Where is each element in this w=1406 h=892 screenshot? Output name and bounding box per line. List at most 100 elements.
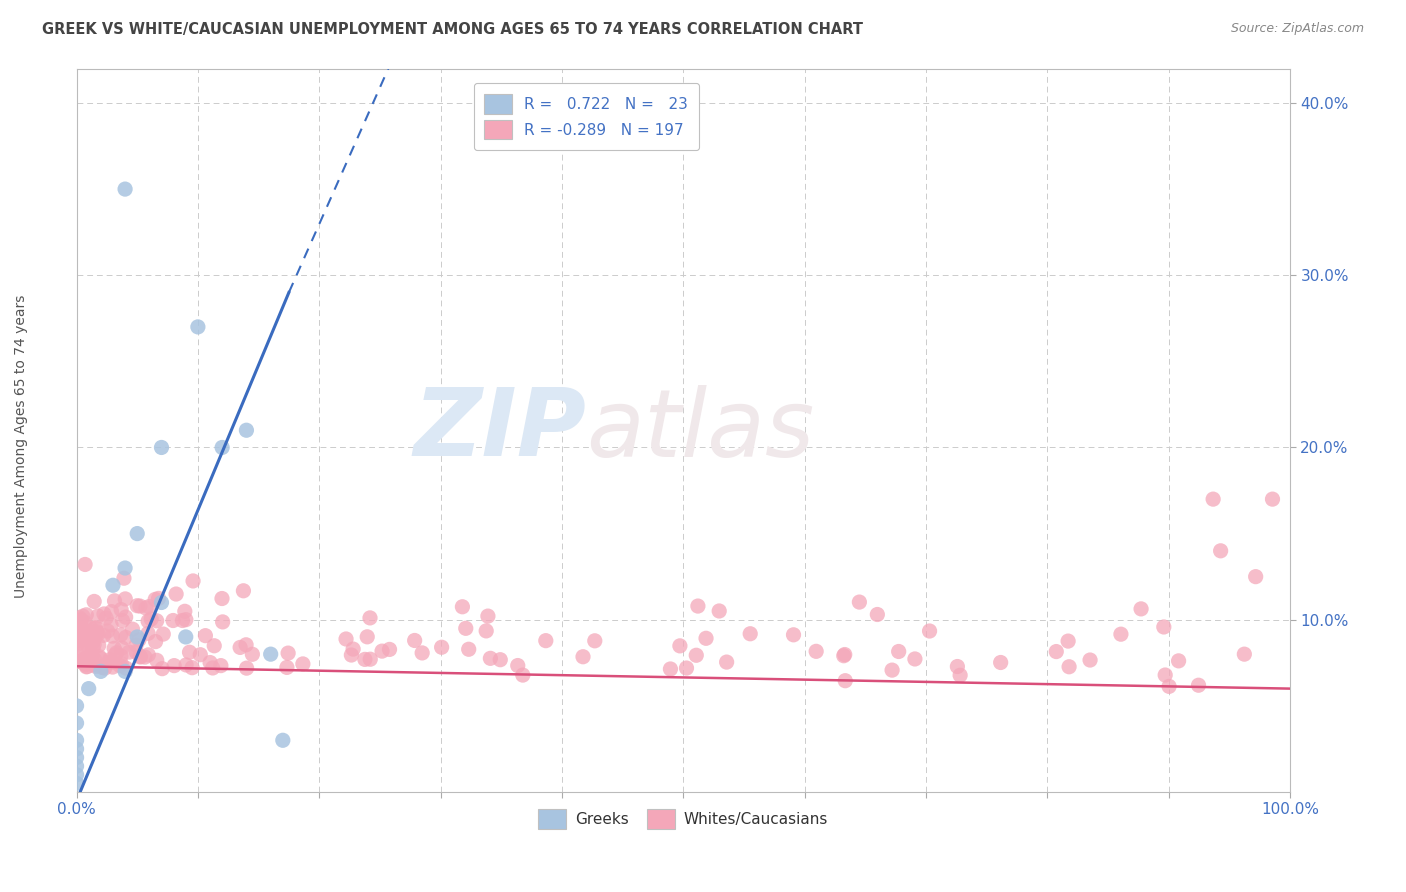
Text: ZIP: ZIP <box>413 384 586 476</box>
Point <box>150 595 173 609</box>
Point <box>89 649 111 664</box>
Point <box>128 632 150 647</box>
Point <box>1167 654 1189 668</box>
Point <box>848 595 870 609</box>
Point <box>69 611 91 625</box>
Point <box>686 599 709 613</box>
Point <box>136 626 159 640</box>
Point <box>100 605 122 619</box>
Point <box>101 578 124 592</box>
Point <box>685 648 707 663</box>
Point <box>356 630 378 644</box>
Point <box>65 759 87 773</box>
Point <box>94 611 117 625</box>
Point <box>111 640 134 655</box>
Point <box>73 628 96 642</box>
Point <box>198 656 221 670</box>
Point <box>181 661 204 675</box>
Point <box>110 628 132 642</box>
Point <box>457 642 479 657</box>
Point <box>430 640 453 655</box>
Point <box>115 661 138 675</box>
Point <box>72 628 94 642</box>
Point <box>179 645 201 659</box>
Point <box>125 645 148 659</box>
Point <box>1057 659 1080 673</box>
Point <box>83 631 105 645</box>
Point <box>65 698 87 713</box>
Point <box>271 733 294 747</box>
Point <box>209 658 232 673</box>
Point <box>108 658 131 673</box>
Point <box>121 622 143 636</box>
Point <box>880 663 903 677</box>
Point <box>866 607 889 622</box>
Point <box>76 624 98 638</box>
Point <box>136 614 159 628</box>
Point <box>69 632 91 647</box>
Point <box>211 591 233 606</box>
Point <box>404 633 426 648</box>
Point <box>145 653 167 667</box>
Point <box>1202 492 1225 507</box>
Point <box>76 657 98 671</box>
Point <box>79 632 101 646</box>
Point <box>72 656 94 670</box>
Point <box>1154 668 1177 682</box>
Point <box>918 624 941 638</box>
Point <box>454 621 477 635</box>
Point <box>162 614 184 628</box>
Point <box>949 668 972 682</box>
Point <box>105 646 128 660</box>
Point <box>118 645 141 659</box>
Point <box>1233 647 1256 661</box>
Point <box>77 644 100 658</box>
Point <box>87 609 110 624</box>
Point <box>173 604 195 618</box>
Point <box>87 627 110 641</box>
Point <box>354 652 377 666</box>
Point <box>84 659 107 673</box>
Point <box>101 655 124 669</box>
Point <box>72 609 94 624</box>
Point <box>887 644 910 658</box>
Point <box>82 641 104 656</box>
Point <box>1109 627 1132 641</box>
Point <box>143 592 166 607</box>
Point <box>66 615 89 629</box>
Point <box>98 655 121 669</box>
Point <box>67 654 90 668</box>
Point <box>804 644 827 658</box>
Point <box>67 621 90 635</box>
Point <box>211 441 233 455</box>
Point <box>834 648 856 662</box>
Point <box>75 558 97 572</box>
Point <box>76 656 98 670</box>
Point <box>77 681 100 696</box>
Point <box>129 649 152 664</box>
Point <box>101 629 124 643</box>
Point <box>114 665 136 679</box>
Point <box>83 594 105 608</box>
Point <box>93 661 115 675</box>
Point <box>65 776 87 790</box>
Point <box>125 638 148 652</box>
Text: Unemployment Among Ages 65 to 74 years: Unemployment Among Ages 65 to 74 years <box>14 294 28 598</box>
Point <box>138 599 160 614</box>
Point <box>127 630 149 644</box>
Point <box>65 716 87 731</box>
Point <box>163 658 186 673</box>
Point <box>335 632 357 646</box>
Point <box>127 599 149 613</box>
Point <box>152 627 174 641</box>
Point <box>740 626 762 640</box>
Point <box>235 661 257 675</box>
Point <box>111 614 134 628</box>
Point <box>73 652 96 666</box>
Point <box>65 768 87 782</box>
Point <box>174 613 197 627</box>
Point <box>187 319 209 334</box>
Point <box>114 561 136 575</box>
Point <box>534 633 557 648</box>
Point <box>172 614 194 628</box>
